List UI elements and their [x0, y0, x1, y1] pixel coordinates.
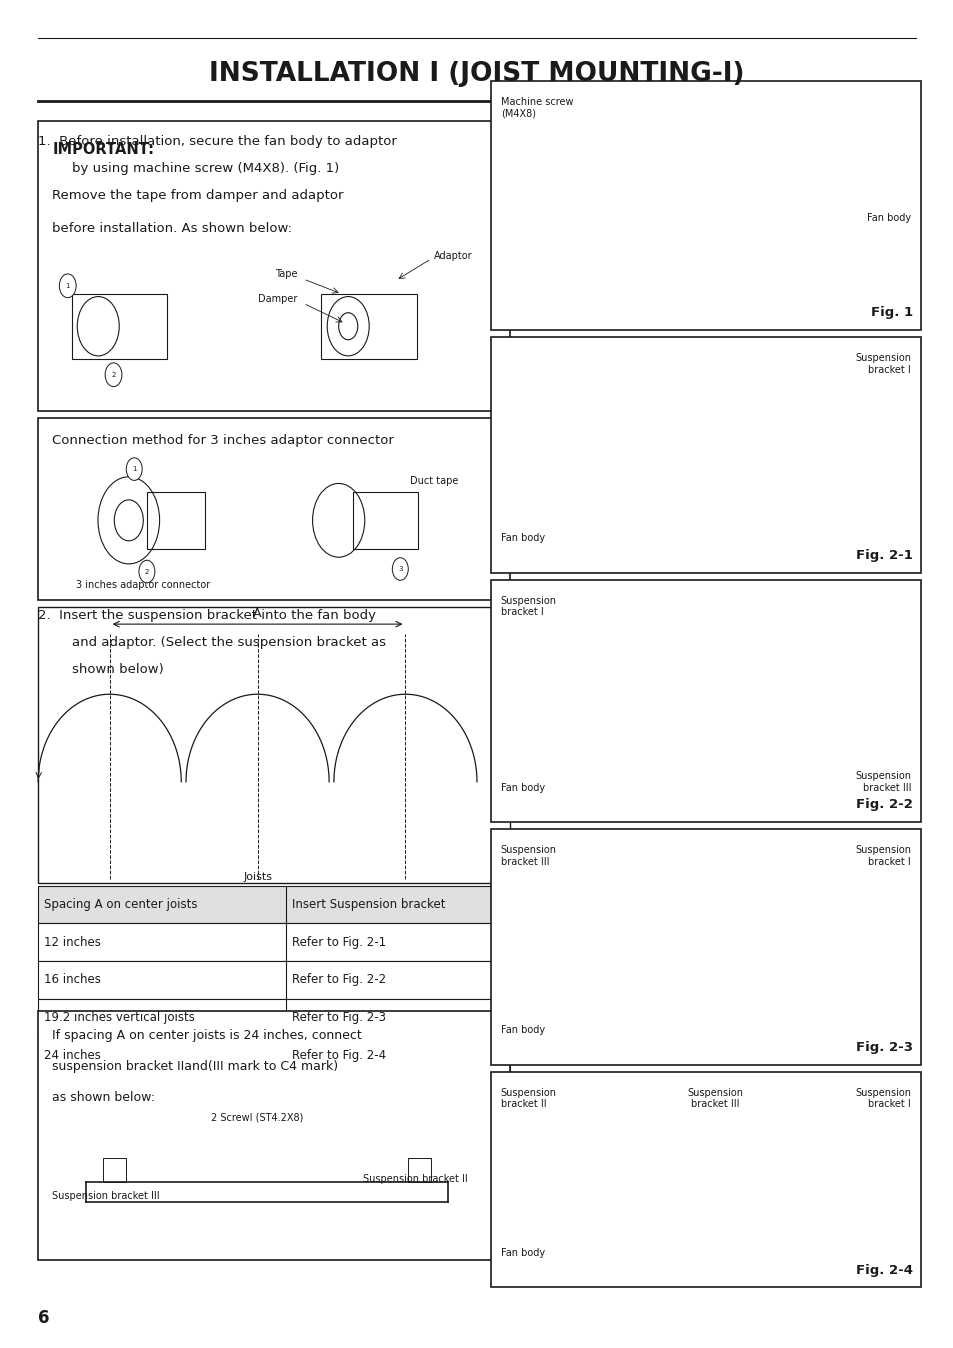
Text: Suspension bracket II: Suspension bracket II: [362, 1174, 467, 1185]
Bar: [103, 1158, 126, 1182]
Text: Fig. 2-4: Fig. 2-4: [855, 1263, 912, 1277]
Text: Refer to Fig. 2-1: Refer to Fig. 2-1: [292, 936, 386, 949]
FancyBboxPatch shape: [38, 886, 510, 923]
Text: 2 ScrewI (ST4.2X8): 2 ScrewI (ST4.2X8): [212, 1112, 303, 1122]
Text: Fan body: Fan body: [500, 783, 544, 793]
Text: Suspension
bracket III: Suspension bracket III: [687, 1088, 742, 1109]
Text: 3 inches adaptor connector: 3 inches adaptor connector: [76, 580, 211, 589]
Text: 1.  Before installation, secure the fan body to adaptor: 1. Before installation, secure the fan b…: [38, 135, 396, 148]
Text: and adaptor. (Select the suspension bracket as: and adaptor. (Select the suspension brac…: [71, 636, 385, 650]
Bar: [147, 492, 205, 549]
Text: 19.2 inches vertical joists: 19.2 inches vertical joists: [44, 1011, 194, 1024]
Text: 2: 2: [112, 372, 115, 377]
Circle shape: [126, 458, 142, 480]
Text: 3: 3: [397, 566, 402, 572]
Bar: [353, 492, 418, 549]
Text: Connection method for 3 inches adaptor connector: Connection method for 3 inches adaptor c…: [52, 434, 394, 448]
Text: 24 inches: 24 inches: [44, 1049, 101, 1062]
Text: Suspension
bracket II: Suspension bracket II: [500, 1088, 557, 1109]
Text: Refer to Fig. 2-2: Refer to Fig. 2-2: [292, 973, 386, 987]
Text: Tape: Tape: [274, 268, 297, 279]
Bar: [408, 1158, 431, 1182]
FancyBboxPatch shape: [38, 1037, 510, 1074]
Text: suspension bracket IIand(III mark to C4 mark): suspension bracket IIand(III mark to C4 …: [52, 1060, 338, 1073]
Circle shape: [59, 274, 76, 298]
Text: Insert Suspension bracket: Insert Suspension bracket: [292, 898, 445, 911]
Text: before installation. As shown below:: before installation. As shown below:: [52, 222, 293, 236]
FancyBboxPatch shape: [38, 607, 510, 883]
Text: Joists: Joists: [243, 872, 272, 882]
Text: 12 inches: 12 inches: [44, 936, 101, 949]
Text: Fig. 1: Fig. 1: [870, 306, 912, 319]
FancyBboxPatch shape: [491, 1072, 920, 1287]
Text: as shown below:: as shown below:: [52, 1091, 155, 1104]
FancyBboxPatch shape: [38, 923, 510, 961]
Bar: [321, 294, 416, 359]
Text: 16 inches: 16 inches: [44, 973, 101, 987]
Text: Suspension
bracket I: Suspension bracket I: [854, 845, 910, 867]
Text: IMPORTANT:: IMPORTANT:: [52, 142, 154, 156]
Text: 6: 6: [38, 1309, 50, 1328]
Text: Duct tape: Duct tape: [410, 476, 458, 487]
Text: 2: 2: [145, 569, 149, 574]
Bar: [71, 294, 167, 359]
Text: A: A: [253, 607, 261, 620]
FancyBboxPatch shape: [38, 999, 510, 1037]
Text: INSTALLATION I (JOIST MOUNTING-I): INSTALLATION I (JOIST MOUNTING-I): [209, 61, 744, 88]
FancyBboxPatch shape: [38, 1011, 510, 1260]
Text: 2.  Insert the suspension bracket into the fan body: 2. Insert the suspension bracket into th…: [38, 609, 375, 623]
Text: Fig. 2-1: Fig. 2-1: [855, 549, 912, 562]
FancyBboxPatch shape: [491, 337, 920, 573]
Text: Refer to Fig. 2-4: Refer to Fig. 2-4: [292, 1049, 386, 1062]
Circle shape: [392, 558, 408, 580]
Text: Fig. 2-2: Fig. 2-2: [855, 798, 912, 811]
Text: Suspension
bracket I: Suspension bracket I: [500, 596, 557, 617]
FancyBboxPatch shape: [38, 418, 510, 600]
Text: 1: 1: [132, 466, 136, 472]
Text: Remove the tape from damper and adaptor: Remove the tape from damper and adaptor: [52, 189, 344, 202]
Text: Spacing A on center joists: Spacing A on center joists: [44, 898, 197, 911]
Circle shape: [105, 363, 122, 387]
Text: Fig. 2-3: Fig. 2-3: [855, 1041, 912, 1054]
Circle shape: [139, 561, 154, 582]
Text: shown below): shown below): [71, 663, 163, 677]
Text: 1: 1: [66, 283, 70, 288]
Text: Damper: Damper: [258, 294, 297, 305]
FancyBboxPatch shape: [491, 829, 920, 1065]
FancyBboxPatch shape: [38, 961, 510, 999]
Text: Suspension
bracket I: Suspension bracket I: [854, 1088, 910, 1109]
Text: Suspension
bracket III: Suspension bracket III: [854, 771, 910, 793]
Text: Fan body: Fan body: [500, 1026, 544, 1035]
FancyBboxPatch shape: [38, 121, 510, 411]
Text: by using machine screw (M4X8). (Fig. 1): by using machine screw (M4X8). (Fig. 1): [71, 162, 338, 175]
FancyBboxPatch shape: [491, 81, 920, 330]
Text: Suspension
bracket I: Suspension bracket I: [854, 353, 910, 375]
Text: Suspension bracket III: Suspension bracket III: [52, 1190, 160, 1201]
Text: Fan body: Fan body: [500, 1248, 544, 1258]
Text: If spacing A on center joists is 24 inches, connect: If spacing A on center joists is 24 inch…: [52, 1029, 362, 1042]
Text: Adaptor: Adaptor: [434, 251, 472, 262]
Text: Fan body: Fan body: [866, 213, 910, 222]
Text: Machine screw
(M4X8): Machine screw (M4X8): [500, 97, 573, 119]
Text: Fan body: Fan body: [500, 534, 544, 543]
FancyBboxPatch shape: [491, 580, 920, 822]
Text: Refer to Fig. 2-3: Refer to Fig. 2-3: [292, 1011, 386, 1024]
Text: Suspension
bracket III: Suspension bracket III: [500, 845, 557, 867]
